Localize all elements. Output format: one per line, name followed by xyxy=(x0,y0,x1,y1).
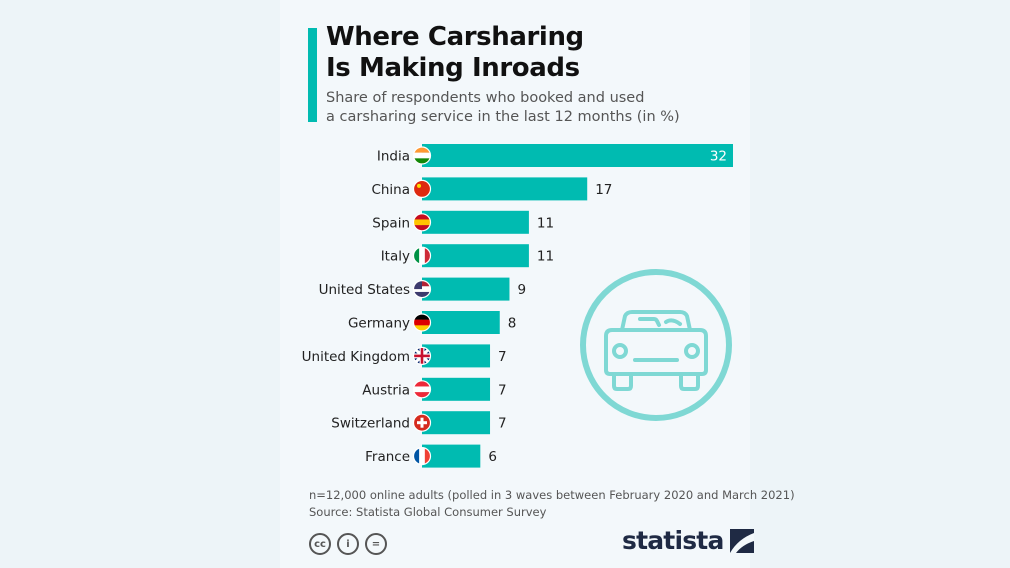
cc-icon[interactable]: cc xyxy=(309,533,331,555)
flag-china-icon xyxy=(412,179,432,198)
bar-india xyxy=(422,144,733,167)
chart-title: Where Carsharing Is Making Inroads xyxy=(326,22,584,84)
footnote-source: Source: Statista Global Consumer Survey xyxy=(309,505,547,519)
flag-germany-icon xyxy=(412,313,432,332)
title-line-1: Where Carsharing xyxy=(326,22,584,52)
bar-united-kingdom xyxy=(422,344,491,368)
value-label-italy: 11 xyxy=(537,249,554,265)
bar-china xyxy=(422,177,588,201)
chart-subtitle: Share of respondents who booked and used… xyxy=(326,89,680,127)
category-label-china: China xyxy=(371,182,410,198)
title-line-2: Is Making Inroads xyxy=(326,53,580,83)
car-illustration xyxy=(580,269,732,421)
bar-germany xyxy=(422,311,500,334)
flag-austria-icon xyxy=(412,380,432,399)
subtitle-line-2: a carsharing service in the last 12 mont… xyxy=(326,109,680,125)
car-icon xyxy=(604,310,708,391)
flag-united-kingdom-icon xyxy=(412,346,432,365)
value-label-austria: 7 xyxy=(498,382,507,398)
category-label-germany: Germany xyxy=(348,316,410,332)
value-label-india: 32 xyxy=(710,149,727,165)
flag-india-icon xyxy=(412,146,432,165)
value-label-united-states: 9 xyxy=(517,282,526,298)
flag-switzerland-icon xyxy=(412,413,432,432)
flag-united-states-icon xyxy=(412,280,432,299)
category-label-united-kingdom: United Kingdom xyxy=(302,349,410,365)
car-circle-icon xyxy=(580,269,732,421)
bar-france xyxy=(422,444,481,468)
category-label-switzerland: Switzerland xyxy=(331,416,410,432)
license-icons: cc i = xyxy=(309,533,387,555)
value-label-united-kingdom: 7 xyxy=(498,349,507,365)
statista-logo-icon xyxy=(729,528,754,553)
category-label-india: India xyxy=(377,149,410,165)
category-label-italy: Italy xyxy=(381,249,410,265)
category-label-spain: Spain xyxy=(372,215,410,231)
bar-switzerland xyxy=(422,411,491,435)
footnote-sample: n=12,000 online adults (polled in 3 wave… xyxy=(309,488,795,502)
flag-spain-icon xyxy=(412,213,432,232)
infographic-card xyxy=(280,0,750,568)
category-label-austria: Austria xyxy=(362,382,410,398)
bar-united-states xyxy=(422,277,510,301)
flag-italy-icon xyxy=(412,246,432,265)
value-label-germany: 8 xyxy=(508,316,517,332)
value-label-china: 17 xyxy=(595,182,612,198)
flag-france-icon xyxy=(412,447,432,466)
title-accent-bar xyxy=(308,28,317,122)
value-label-spain: 11 xyxy=(537,215,554,231)
statista-brand[interactable]: statista xyxy=(622,526,754,555)
bar-austria xyxy=(422,377,491,401)
subtitle-line-1: Share of respondents who booked and used xyxy=(326,90,645,106)
brand-wordmark: statista xyxy=(622,526,724,555)
bars-layer: India 32 China 17 Spain 11 Italy 11 United State… xyxy=(302,144,733,468)
value-label-france: 6 xyxy=(488,449,497,465)
bar-spain xyxy=(422,210,529,234)
category-label-united-states: United States xyxy=(319,282,410,298)
nd-icon[interactable]: = xyxy=(365,533,387,555)
by-icon[interactable]: i xyxy=(337,533,359,555)
bar-italy xyxy=(422,244,529,268)
value-label-switzerland: 7 xyxy=(498,416,507,432)
category-label-france: France xyxy=(365,449,410,465)
